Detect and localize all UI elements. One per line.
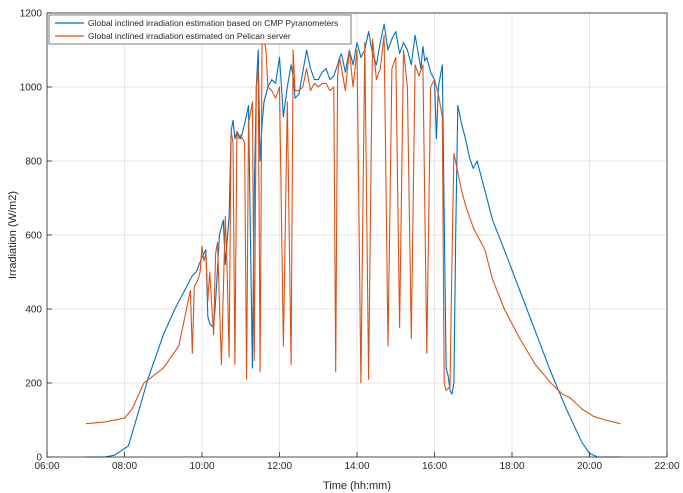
x-tick-label: 10:00 (189, 461, 214, 472)
legend-label-pelican: Global inclined irradiation estimated on… (88, 31, 291, 41)
x-tick-label: 22:00 (654, 461, 679, 472)
series-line-cmp-pyranometers (85, 23, 621, 458)
x-axis-label: Time (hh:mm) (323, 480, 391, 492)
legend-box (48, 14, 352, 45)
y-tick-labels: 0 200 400 600 800 1000 1200 (20, 9, 43, 464)
x-tick-label: 18:00 (499, 461, 524, 472)
y-tick-label: 1000 (20, 83, 43, 94)
y-tick-label: 200 (25, 379, 42, 390)
x-tick-label: 20:00 (577, 461, 602, 472)
y-axis-label: Irradiation (W/m2) (7, 191, 19, 279)
x-tick-label: 12:00 (267, 461, 292, 472)
legend: Global inclined irradiation estimation b… (48, 14, 352, 45)
x-tick-label: 08:00 (112, 461, 137, 472)
y-tick-label: 600 (25, 231, 42, 242)
y-tick-label: 800 (25, 157, 42, 168)
x-tick-label: 14:00 (344, 461, 369, 472)
x-tick-labels: 06:00 08:00 10:00 12:00 14:00 16:00 18:00 20:00… (34, 461, 679, 472)
tick-marks (46, 12, 668, 458)
x-tick-label: 06:00 (34, 461, 59, 472)
series-layer (85, 23, 621, 458)
y-tick-label: 400 (25, 305, 42, 316)
y-tick-label: 1200 (20, 9, 43, 20)
series-line-pelican-server (85, 30, 621, 425)
legend-label-cmp: Global inclined irradiation estimation b… (88, 18, 338, 28)
x-tick-label: 16:00 (422, 461, 447, 472)
y-tick-label: 0 (36, 453, 42, 464)
